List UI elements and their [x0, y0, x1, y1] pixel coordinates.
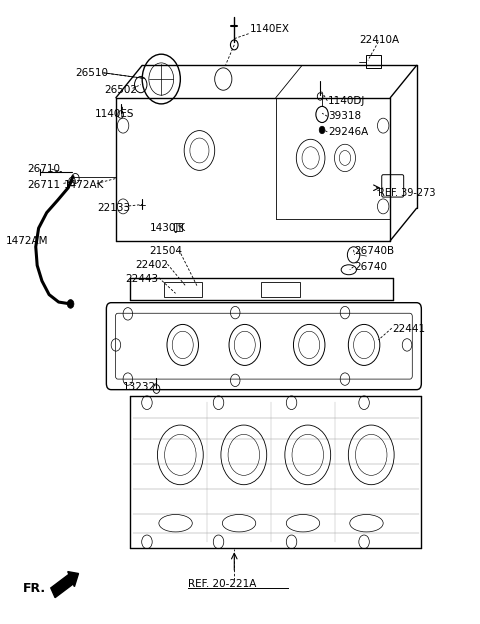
Text: 22402: 22402	[135, 260, 168, 270]
Text: REF. 39-273: REF. 39-273	[378, 188, 436, 198]
Bar	[366, 55, 381, 69]
Circle shape	[319, 126, 325, 134]
Text: REF. 20-221A: REF. 20-221A	[188, 579, 256, 589]
Text: 29246A: 29246A	[328, 127, 369, 137]
Text: 1430JK: 1430JK	[149, 223, 185, 233]
FancyArrow shape	[51, 572, 79, 598]
Text: 13232: 13232	[123, 381, 156, 391]
Text: 22410A: 22410A	[360, 35, 399, 45]
Text: 1140DJ: 1140DJ	[328, 96, 366, 106]
Text: 1140EX: 1140EX	[250, 24, 289, 34]
Text: 26740: 26740	[355, 262, 387, 272]
Text: 22441: 22441	[393, 324, 426, 334]
Text: FR.: FR.	[23, 582, 46, 595]
Bar	[174, 223, 182, 231]
Text: 26711: 26711	[28, 180, 61, 190]
Circle shape	[67, 300, 74, 308]
Text: 1472AK: 1472AK	[63, 180, 104, 190]
Bar	[164, 282, 202, 297]
Text: 26710: 26710	[28, 164, 60, 174]
Text: 39318: 39318	[328, 111, 361, 121]
Text: 26740B: 26740B	[355, 246, 395, 256]
Text: 22443: 22443	[125, 274, 158, 284]
Text: 26502: 26502	[104, 85, 137, 95]
Bar	[262, 282, 300, 297]
Text: 1140ES: 1140ES	[95, 109, 134, 119]
Text: 1472AM: 1472AM	[6, 235, 48, 246]
Text: 21504: 21504	[149, 246, 182, 256]
Text: 22133: 22133	[97, 203, 130, 213]
Text: 26510: 26510	[75, 68, 108, 78]
